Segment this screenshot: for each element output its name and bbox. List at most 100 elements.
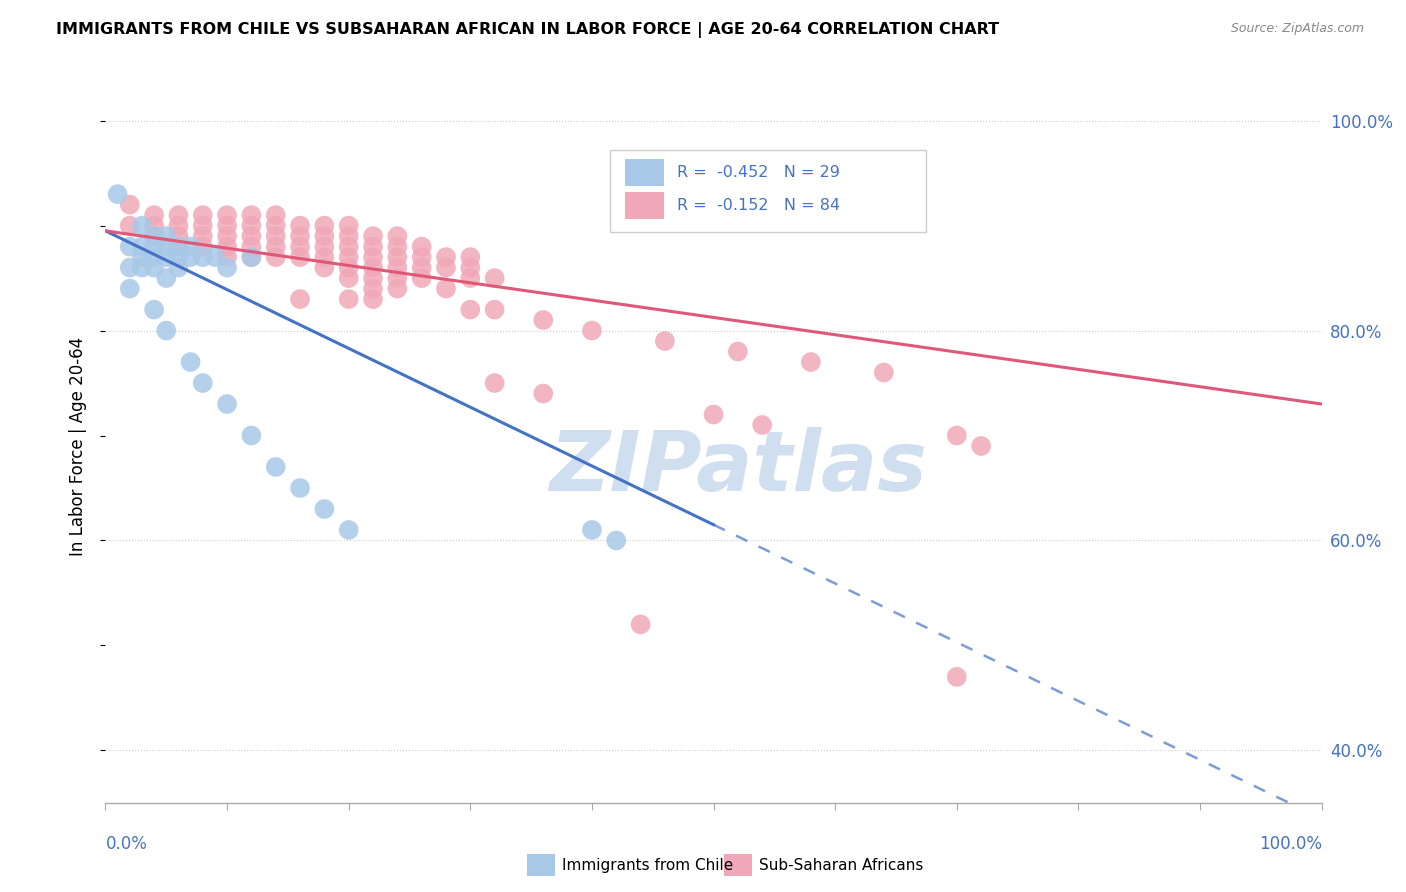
Point xyxy=(337,219,360,233)
Point xyxy=(167,250,190,264)
Point xyxy=(217,229,239,244)
Point xyxy=(191,239,214,253)
Point xyxy=(131,260,153,275)
Point xyxy=(387,282,409,296)
Point xyxy=(387,250,409,264)
Point xyxy=(945,428,967,442)
Point xyxy=(387,239,409,253)
Point xyxy=(155,324,177,338)
Point xyxy=(118,260,141,275)
Point xyxy=(873,366,896,380)
Point xyxy=(654,334,676,348)
Point xyxy=(167,260,190,275)
Point xyxy=(180,239,202,253)
Point xyxy=(288,219,311,233)
Point xyxy=(945,670,967,684)
Point xyxy=(288,292,311,306)
Point xyxy=(264,460,287,475)
Point xyxy=(411,239,433,253)
Point xyxy=(155,250,177,264)
Point xyxy=(240,219,263,233)
Point xyxy=(167,219,190,233)
Point xyxy=(581,324,603,338)
Point xyxy=(155,229,177,244)
Point xyxy=(314,502,336,516)
Point xyxy=(217,239,239,253)
Point xyxy=(337,229,360,244)
Point xyxy=(264,229,287,244)
Point xyxy=(191,229,214,244)
Point xyxy=(217,208,239,222)
Point xyxy=(970,439,993,453)
Point xyxy=(107,187,129,202)
Point xyxy=(240,208,263,222)
Point xyxy=(143,239,166,253)
Bar xyxy=(527,854,555,876)
Point xyxy=(605,533,627,548)
Point xyxy=(155,239,177,253)
Point xyxy=(143,208,166,222)
Point xyxy=(800,355,823,369)
Point xyxy=(118,239,141,253)
Point xyxy=(337,523,360,537)
Point xyxy=(217,397,239,411)
Point xyxy=(434,282,457,296)
Point xyxy=(751,417,773,432)
Point xyxy=(458,271,481,285)
Point xyxy=(288,239,311,253)
Point xyxy=(264,219,287,233)
Text: 0.0%: 0.0% xyxy=(105,835,148,853)
Point xyxy=(361,229,384,244)
Point xyxy=(458,302,481,317)
Point xyxy=(337,260,360,275)
Text: Sub-Saharan Africans: Sub-Saharan Africans xyxy=(759,858,924,872)
Point xyxy=(411,260,433,275)
Point xyxy=(143,250,166,264)
Point xyxy=(217,219,239,233)
Point xyxy=(531,386,554,401)
Point xyxy=(264,208,287,222)
Point xyxy=(118,282,141,296)
Point xyxy=(240,428,263,442)
Point xyxy=(167,208,190,222)
Point xyxy=(387,260,409,275)
Point xyxy=(434,250,457,264)
Point xyxy=(314,260,336,275)
Point xyxy=(727,344,749,359)
Point xyxy=(180,355,202,369)
Point xyxy=(155,271,177,285)
Point xyxy=(143,302,166,317)
Text: Immigrants from Chile: Immigrants from Chile xyxy=(562,858,734,872)
Point xyxy=(702,408,725,422)
FancyBboxPatch shape xyxy=(624,192,664,219)
Point xyxy=(411,250,433,264)
Point xyxy=(131,219,153,233)
Y-axis label: In Labor Force | Age 20-64: In Labor Force | Age 20-64 xyxy=(69,336,87,556)
Point xyxy=(434,260,457,275)
Bar xyxy=(724,854,752,876)
Point xyxy=(337,250,360,264)
Text: Source: ZipAtlas.com: Source: ZipAtlas.com xyxy=(1230,22,1364,36)
Point xyxy=(361,271,384,285)
Point xyxy=(630,617,652,632)
Point xyxy=(337,292,360,306)
Point xyxy=(387,271,409,285)
Point xyxy=(314,219,336,233)
Point xyxy=(411,271,433,285)
Point xyxy=(458,260,481,275)
Text: R =  -0.152   N = 84: R = -0.152 N = 84 xyxy=(678,198,841,213)
Point xyxy=(118,219,141,233)
Point xyxy=(131,250,153,264)
Point xyxy=(361,239,384,253)
Point xyxy=(361,260,384,275)
Point xyxy=(264,250,287,264)
Point xyxy=(264,239,287,253)
Point xyxy=(458,250,481,264)
Point xyxy=(180,250,202,264)
Point xyxy=(143,229,166,244)
Point xyxy=(118,197,141,211)
Point xyxy=(288,481,311,495)
Point xyxy=(361,292,384,306)
Point xyxy=(484,302,506,317)
Point xyxy=(143,229,166,244)
